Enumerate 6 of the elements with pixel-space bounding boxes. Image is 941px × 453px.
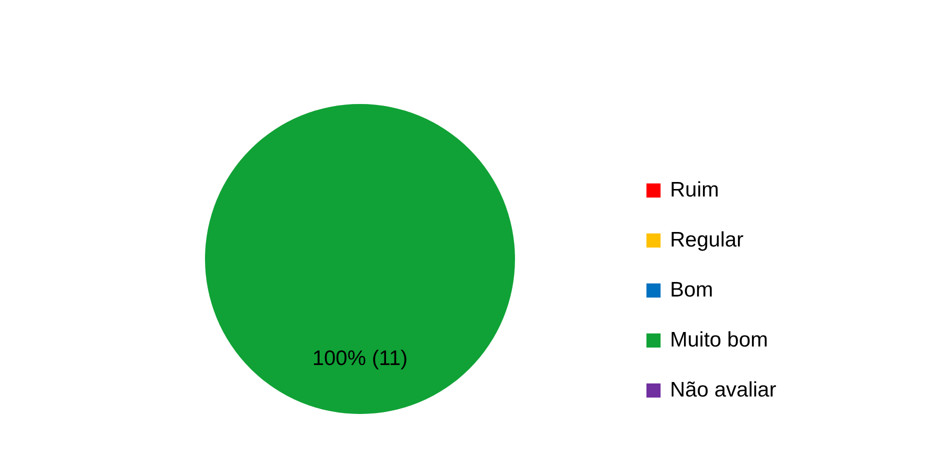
legend-label: Muito bom xyxy=(670,328,768,352)
legend-label: Regular xyxy=(670,228,744,252)
legend-label: Bom xyxy=(670,278,714,302)
legend-label: Não avaliar xyxy=(670,378,776,402)
legend-label: Ruim xyxy=(670,178,720,202)
data-label: 100% (11) xyxy=(312,347,408,370)
